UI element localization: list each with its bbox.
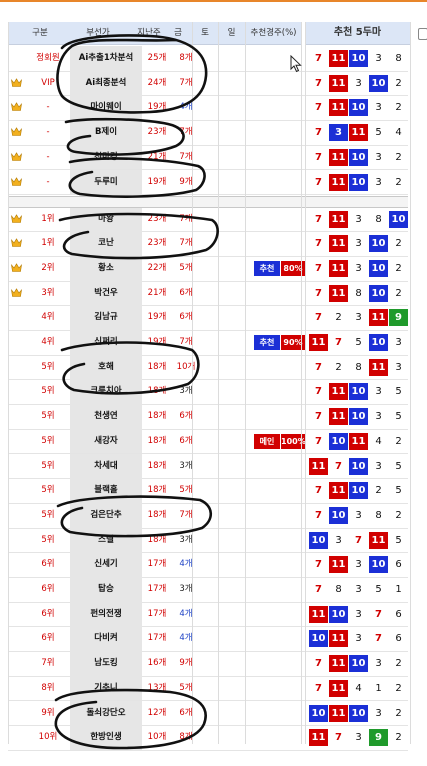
race-pick-table: 구분 부선가 지난주 금 토 일 추천경주(%) 추천 5두마 정회원 Ai추출1… — [0, 0, 427, 766]
handwritten-scribbles — [0, 0, 427, 766]
